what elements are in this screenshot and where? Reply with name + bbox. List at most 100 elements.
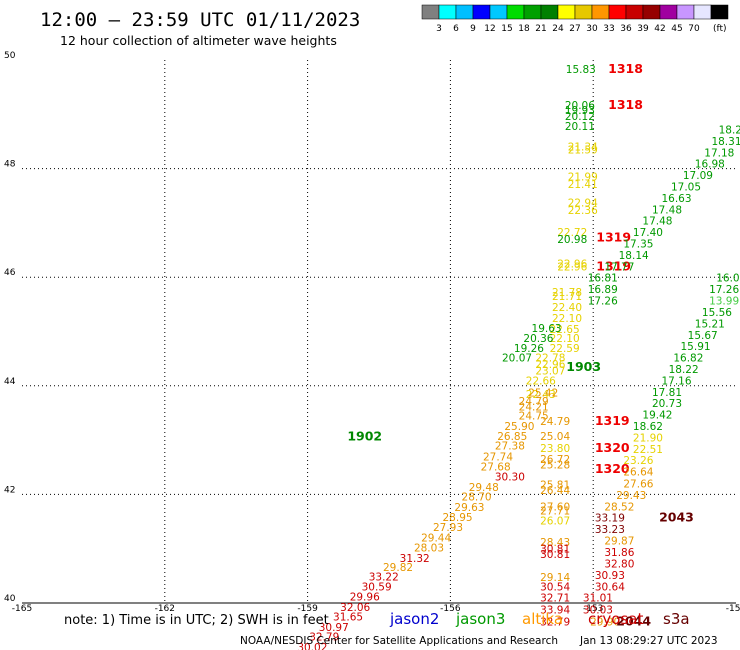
wave-height-label: 17.81 bbox=[652, 387, 682, 399]
wave-height-labels: 15.83 1318131820.0619.9320.1220.1121.3421… bbox=[297, 61, 740, 650]
wave-height-label: 25.04 bbox=[540, 431, 570, 443]
y-tick-label: 50 bbox=[4, 51, 16, 61]
wave-height-label: 20.36 bbox=[523, 333, 553, 345]
wave-height-label: 16.63 bbox=[661, 193, 691, 205]
wave-height-label: 26.64 bbox=[623, 467, 653, 479]
colorbar-swatch bbox=[591, 4, 610, 20]
wave-height-label: 18.31 bbox=[711, 136, 740, 148]
wave-height-label: 28.52 bbox=[604, 501, 634, 513]
wave-height-label: 19.42 bbox=[642, 410, 672, 422]
y-tick-label: 48 bbox=[4, 160, 16, 170]
wave-height-label: 22.96 bbox=[557, 259, 587, 271]
wave-height-label: 30.64 bbox=[595, 582, 625, 594]
wave-height-label: 27.66 bbox=[623, 479, 653, 491]
wave-height-label: 15.56 bbox=[702, 307, 732, 319]
satellite-legend-item: s3a bbox=[663, 610, 690, 628]
wave-height-label: 25.90 bbox=[504, 421, 534, 433]
wave-height-label: 32.71 bbox=[540, 593, 570, 605]
wave-height-label: 15.21 bbox=[695, 318, 725, 330]
wave-height-label: 20.12 bbox=[565, 111, 595, 123]
satellite-legend: jason2 jason3 altika cryosat s3a bbox=[389, 610, 690, 628]
wave-height-label: 30.97 bbox=[319, 622, 349, 634]
wave-height-label: 33.94 bbox=[540, 605, 570, 617]
colorbar-label: 6 bbox=[453, 24, 459, 34]
wave-height-label: 20.07 bbox=[502, 353, 532, 365]
wave-height-label: 22.66 bbox=[526, 375, 556, 387]
wave-height-label: 17.18 bbox=[704, 147, 734, 159]
wave-height-label: 22.96 bbox=[535, 359, 565, 371]
wave-height-label: 15.67 bbox=[688, 330, 718, 342]
wave-height-label: 22.10 bbox=[552, 313, 582, 325]
wave-height-label: 17.05 bbox=[671, 182, 701, 194]
axis-tick-labels: -165 -162 -159 -156 -153 -150 40 42 44 46 48 50 bbox=[4, 51, 740, 614]
wave-height-label: 18.62 bbox=[633, 421, 663, 433]
pass-time-label: 1320 bbox=[595, 440, 630, 455]
x-tick-label: -156 bbox=[440, 604, 461, 614]
wave-height-label: 16.98 bbox=[695, 159, 725, 171]
wave-height-label: 28.03 bbox=[414, 543, 444, 555]
wave-height-label: 32.79 bbox=[309, 632, 339, 644]
x-tick-label: -150 bbox=[726, 604, 740, 614]
wave-height-label: 29.14 bbox=[540, 572, 570, 584]
colorbar-swatch bbox=[506, 4, 525, 20]
wave-height-label: 17.48 bbox=[652, 204, 682, 216]
wave-height-label: 18.14 bbox=[619, 250, 649, 262]
colorbar-swatch bbox=[574, 4, 593, 20]
wave-height-label: 16.01 bbox=[716, 273, 740, 285]
wave-height-label: 28.43 bbox=[540, 537, 570, 549]
colorbar-label: 33 bbox=[603, 24, 614, 34]
wave-height-label: 32.80 bbox=[604, 558, 634, 570]
pass-time-label: 1320 bbox=[595, 461, 630, 476]
wave-height-label: 18.21 bbox=[719, 125, 740, 137]
colorbar-label: 30 bbox=[586, 24, 598, 34]
wave-height-label: 33.23 bbox=[595, 524, 625, 536]
wave-height-label: 23.80 bbox=[540, 443, 570, 455]
wave-height-label: 28.70 bbox=[462, 492, 492, 504]
wave-height-label: 17.48 bbox=[642, 216, 672, 228]
wave-height-label: 32.06 bbox=[340, 602, 370, 614]
wave-height-label: 32.79 bbox=[540, 616, 570, 628]
wave-height-label: 31.65 bbox=[333, 612, 363, 624]
x-tick-label: -159 bbox=[297, 604, 318, 614]
colorbar-swatch bbox=[693, 4, 712, 20]
wave-height-label: 26.85 bbox=[497, 431, 527, 443]
wave-height-label: 22.10 bbox=[550, 333, 580, 345]
wave-height-label: 33.22 bbox=[369, 571, 399, 583]
colorbar-swatch bbox=[472, 4, 491, 20]
colorbar-swatch bbox=[710, 4, 729, 20]
colorbar-legend: 3 6 9 12 15 18 21 24 27 30 33 36 39 42 45 70 (ft) bbox=[421, 4, 729, 34]
wave-height-label: 22.96 bbox=[557, 261, 587, 273]
wave-height-label: 29.63 bbox=[454, 502, 484, 514]
colorbar-swatch bbox=[438, 4, 457, 20]
wave-height-label: 31.86 bbox=[604, 547, 634, 559]
colorbar-label: 36 bbox=[620, 24, 632, 34]
colorbar-swatch bbox=[625, 4, 644, 20]
wave-height-label: 19.63 bbox=[532, 323, 562, 335]
wave-height-label: 21.34 bbox=[568, 141, 598, 153]
wave-height-label: 15.83 bbox=[566, 64, 596, 76]
wave-height-label: 29.43 bbox=[616, 490, 646, 502]
wave-height-label: 24.79 bbox=[519, 396, 549, 408]
wave-height-label: 17.77 bbox=[604, 261, 634, 273]
wave-height-label: 24.75 bbox=[519, 411, 549, 423]
colorbar-swatch bbox=[540, 4, 559, 20]
wave-height-label: 31.01 bbox=[583, 593, 613, 605]
wave-height-label: 17.16 bbox=[661, 375, 691, 387]
wave-height-label: 15.91 bbox=[681, 341, 711, 353]
wave-height-label: 29.48 bbox=[469, 482, 499, 494]
colorbar-label: 21 bbox=[535, 24, 546, 34]
y-tick-label: 46 bbox=[4, 268, 16, 278]
chart-title: 12:00 — 23:59 UTC 01/11/2023 bbox=[40, 9, 360, 31]
colorbar-swatch bbox=[557, 4, 576, 20]
wave-height-label: 21.41 bbox=[568, 179, 598, 191]
wave-height-label: 22.72 bbox=[557, 227, 587, 239]
wave-height-label: 29.90 bbox=[590, 616, 620, 628]
wave-height-label: 23.26 bbox=[623, 455, 653, 467]
wave-height-label: 30.81 bbox=[540, 544, 570, 556]
wave-height-label: 22.40 bbox=[552, 302, 582, 314]
wave-height-label: 24.79 bbox=[540, 416, 570, 428]
wave-height-label: 19.26 bbox=[514, 343, 544, 355]
wave-height-label: 21.99 bbox=[568, 172, 598, 184]
colorbar-label: 27 bbox=[569, 24, 580, 34]
footer-timestamp: Jan 13 08:29:27 UTC 2023 bbox=[579, 635, 718, 647]
